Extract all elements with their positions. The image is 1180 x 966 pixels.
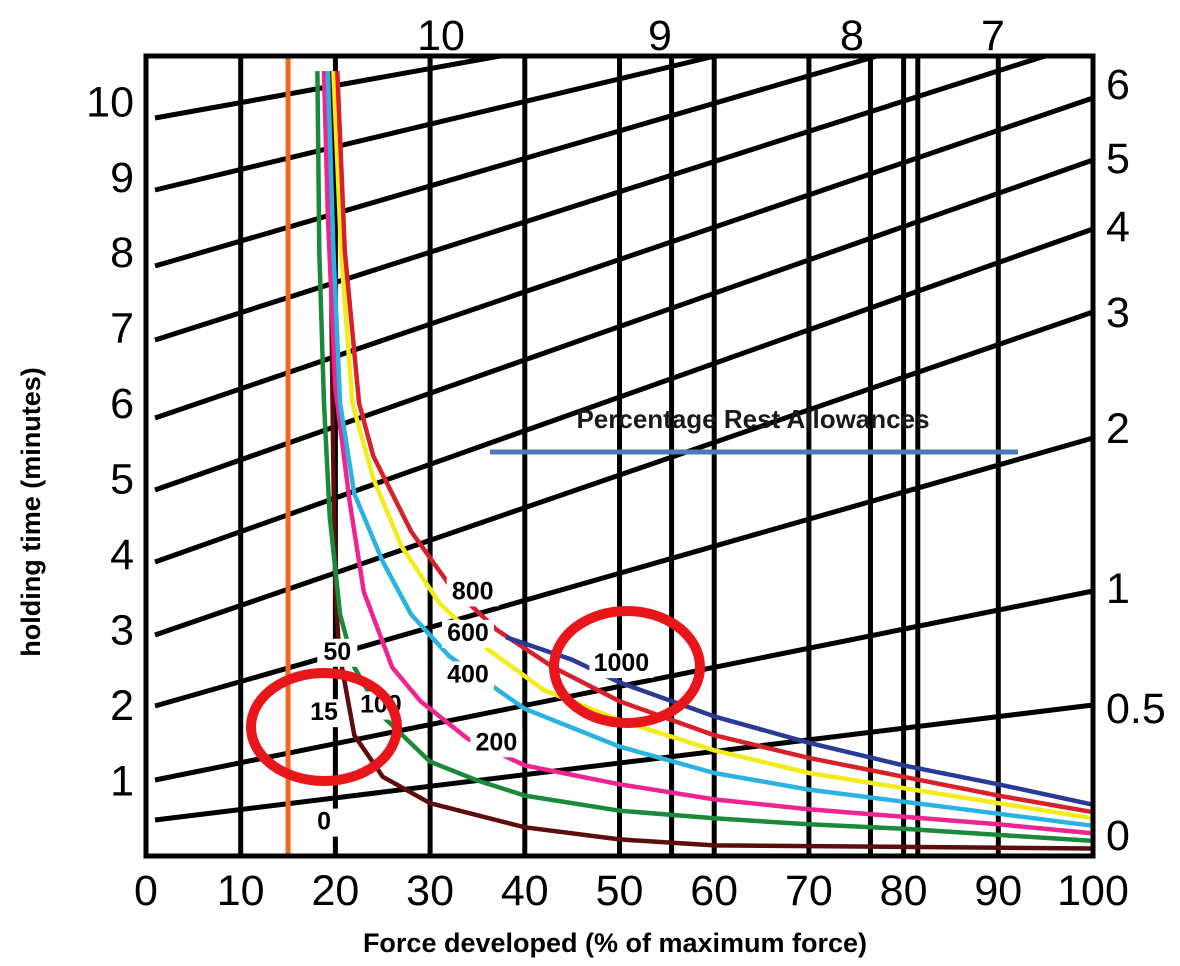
- grid-layer: [154, 53, 1094, 856]
- right-scale-label: 5: [1106, 135, 1130, 183]
- nomograph-diagonal: [154, 157, 1094, 493]
- curve-label-600: 600: [447, 619, 489, 647]
- right-scale-label: 2: [1106, 405, 1130, 453]
- x-tick-label: 10: [217, 867, 265, 915]
- right-scale-label: 4: [1106, 203, 1130, 251]
- top-scale-label: 10: [417, 12, 465, 60]
- curve-label-200: 200: [476, 728, 518, 756]
- curve-label-1000: 1000: [594, 649, 650, 677]
- curve-label-bg: [446, 578, 499, 607]
- top-scale-label: 8: [840, 12, 864, 60]
- right-scale-label: 0: [1106, 812, 1130, 860]
- curve-400: [335, 71, 1094, 815]
- top-scale-label: 7: [981, 12, 1005, 60]
- curve-label-bg: [310, 808, 339, 837]
- x-tick-label: 90: [974, 867, 1022, 915]
- y-tick-label: 8: [110, 229, 134, 277]
- right-scale-label: 1: [1106, 565, 1130, 613]
- x-axis-label: Force developed (% of maximum force): [363, 928, 867, 958]
- y-axis-label: holding time (minutes): [16, 367, 46, 657]
- x-tick-label: 70: [785, 867, 833, 915]
- highlight-circle-left: [246, 668, 402, 786]
- y-tick-label: 10: [86, 78, 134, 126]
- nomograph-diagonal: [154, 53, 716, 193]
- curve-label-800: 800: [452, 577, 494, 605]
- y-tick-label: 9: [110, 154, 134, 202]
- plot-frame: [143, 53, 1096, 859]
- y-tick-label: 4: [110, 531, 134, 579]
- rest-allowance-annotation: Percentage Rest Allowances: [576, 404, 929, 434]
- x-tick-label: 40: [501, 867, 549, 915]
- series-layer: [315, 71, 1094, 851]
- curve-label-400: 400: [447, 660, 489, 688]
- curve-15: [315, 71, 1094, 844]
- curve-label-bg: [304, 699, 345, 728]
- nomograph-diagonal: [154, 95, 1094, 421]
- nomograph-diagonal: [154, 309, 1094, 638]
- curve-0: [328, 71, 1094, 851]
- x-tick-label: 30: [406, 867, 454, 915]
- curve-label-bg: [470, 729, 523, 758]
- curve-label-15: 15: [310, 698, 338, 726]
- curve-200: [331, 71, 1094, 821]
- y-tick-label: 1: [110, 758, 134, 806]
- curve-600: [505, 634, 1094, 807]
- y-tick-label: 3: [110, 607, 134, 655]
- y-tick-label: 7: [110, 305, 134, 353]
- x-tick-label: 60: [690, 867, 738, 915]
- nomograph-diagonal: [154, 435, 1094, 709]
- x-tick-label: 0: [134, 867, 158, 915]
- nomograph-diagonal: [154, 226, 1094, 565]
- y-tick-label: 2: [110, 682, 134, 730]
- x-tick-label: 80: [880, 867, 928, 915]
- curve-label-bg: [589, 650, 654, 679]
- y-tick-label: 6: [110, 380, 134, 428]
- x-tick-label: 50: [596, 867, 644, 915]
- curve-50: [321, 71, 1094, 836]
- curve-label-bg: [441, 619, 494, 648]
- right-scale-label: 0.5: [1106, 685, 1166, 733]
- top-scale-label: 9: [648, 12, 672, 60]
- curve-label-bg: [441, 661, 494, 690]
- nomograph-diagonal: [154, 53, 1046, 343]
- curve-label-50: 50: [323, 638, 351, 666]
- x-tick-label: 100: [1057, 867, 1129, 915]
- highlight-circle-right: [549, 606, 705, 728]
- right-scale-label: 3: [1106, 289, 1130, 337]
- nomograph-diagonal: [154, 53, 878, 269]
- nomograph-diagonal: [154, 702, 1094, 823]
- right-scale-label: 6: [1106, 61, 1130, 109]
- y-tick-label: 5: [110, 456, 134, 504]
- x-tick-label: 20: [311, 867, 359, 915]
- curve-label-0: 0: [317, 808, 331, 836]
- curve-label-bg: [317, 638, 358, 667]
